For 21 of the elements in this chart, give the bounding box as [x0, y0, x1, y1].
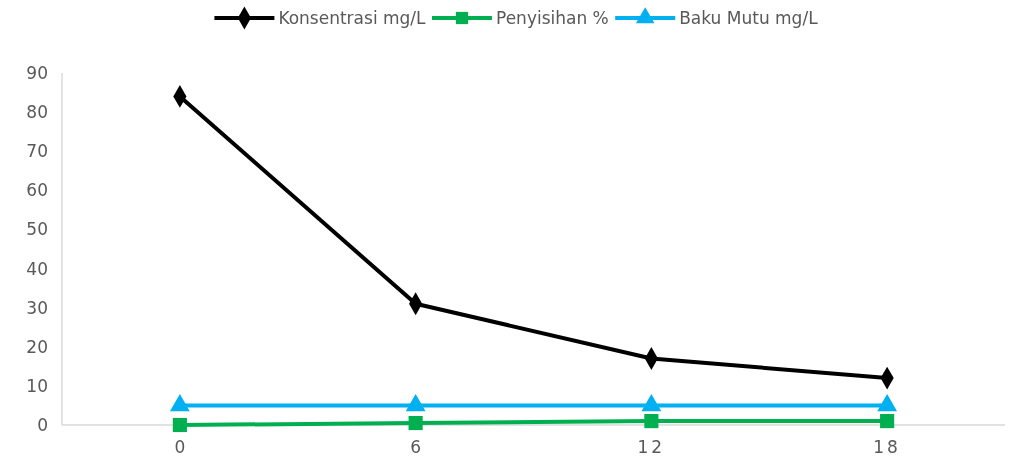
- point: [172, 417, 187, 433]
- y-tick-label: 10: [26, 375, 48, 396]
- x-tick-label: 6: [410, 437, 422, 457]
- point: [880, 414, 895, 429]
- y-tick-label: 40: [26, 258, 48, 279]
- y-tick-label: 70: [26, 141, 48, 162]
- point: [408, 415, 423, 431]
- legend-label: Baku Mutu mg/L: [679, 7, 819, 28]
- y-tick-label: 60: [26, 180, 48, 201]
- x-tick-label: 0: [174, 437, 186, 457]
- x-tick-label: 12: [637, 437, 666, 457]
- y-tick-label: 20: [26, 336, 48, 357]
- x-tick-label: 18: [873, 437, 901, 457]
- y-tick-label: 90: [26, 62, 48, 83]
- legend-label: Penyisihan %: [496, 7, 609, 28]
- point: [644, 414, 659, 429]
- y-tick-label: 0: [37, 414, 48, 435]
- y-tick-label: 80: [26, 102, 48, 123]
- y-tick-label: 30: [26, 297, 48, 318]
- y-tick-label: 50: [26, 219, 48, 240]
- legend-label: Konsentrasi mg/L: [278, 7, 427, 28]
